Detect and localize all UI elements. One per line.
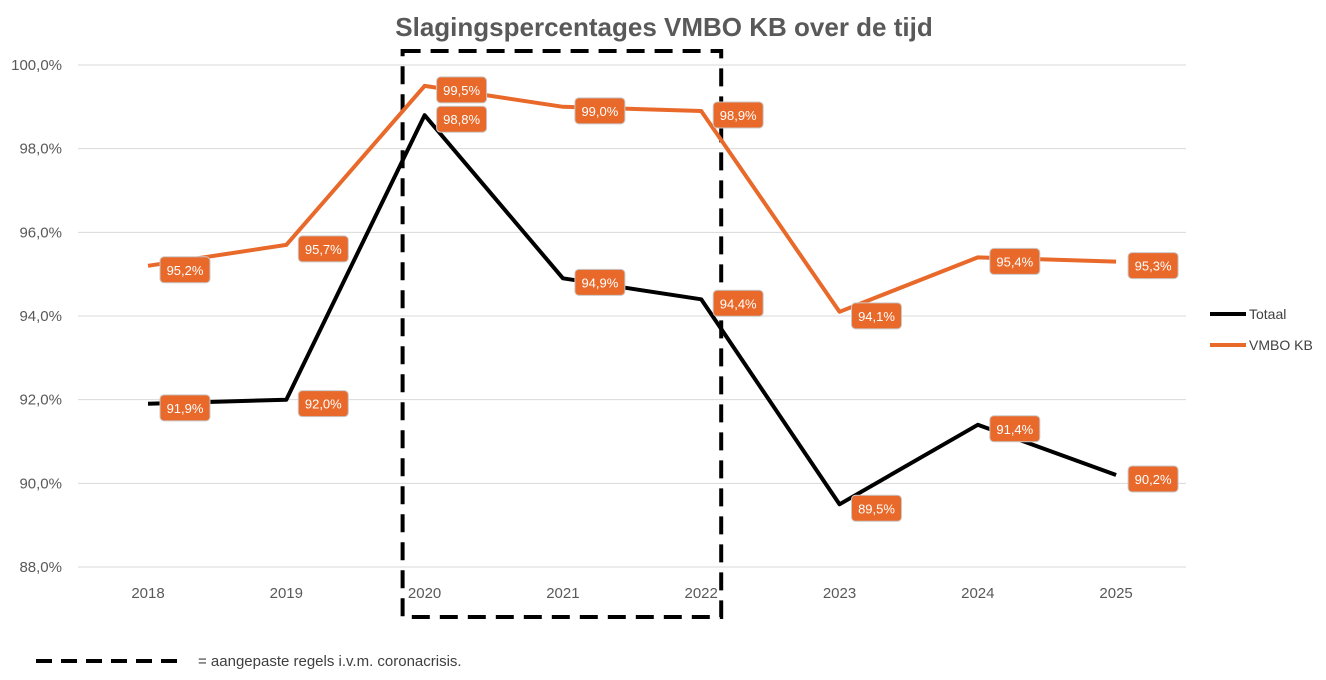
- data-label-box: [1127, 465, 1179, 493]
- y-tick-label: 92,0%: [19, 392, 62, 409]
- data-label: 99,0%: [574, 97, 626, 125]
- data-label-box: [989, 247, 1041, 275]
- x-tick-label: 2020: [408, 585, 441, 602]
- y-tick-label: 88,0%: [19, 559, 62, 576]
- x-tick-label: 2025: [1099, 585, 1132, 602]
- data-label-box: [297, 390, 349, 418]
- data-label-box: [574, 268, 626, 296]
- y-tick-label: 100,0%: [11, 57, 62, 74]
- data-label-text: 98,8%: [443, 112, 480, 127]
- y-tick-label: 90,0%: [19, 475, 62, 492]
- data-label-box: [159, 394, 211, 422]
- data-label-text: 94,9%: [581, 275, 618, 290]
- data-label: 91,4%: [989, 415, 1041, 443]
- data-label: 98,8%: [436, 105, 488, 133]
- data-label-box: [159, 256, 211, 284]
- data-label-text: 99,5%: [443, 83, 480, 98]
- legend-label: Totaal: [1249, 306, 1286, 322]
- highlight-region: [400, 49, 724, 619]
- data-label-box: [851, 494, 902, 522]
- x-tick-label: 2023: [823, 585, 856, 602]
- x-tick-label: 2024: [961, 585, 994, 602]
- highlight-note: = aangepaste regels i.v.m. coronacrisis.: [36, 653, 462, 670]
- data-label: 94,4%: [712, 289, 764, 317]
- data-label-box: [712, 101, 764, 129]
- legend: Totaal VMBO KB: [1210, 306, 1313, 353]
- data-label-text: 99,0%: [581, 104, 618, 119]
- data-label: 90,2%: [1127, 465, 1179, 493]
- y-axis-ticks: 88,0% 90,0% 92,0% 94,0% 96,0% 98,0% 100,0%: [11, 57, 62, 576]
- series-line-vmbo-kb: [147, 83, 1117, 314]
- data-label: 95,2%: [159, 256, 211, 284]
- data-label-text: 91,9%: [167, 401, 204, 416]
- data-label-box: [574, 97, 626, 125]
- note-text: = aangepaste regels i.v.m. coronacrisis.: [198, 653, 462, 670]
- data-label: 99,5%: [436, 76, 488, 104]
- data-label-text: 95,4%: [996, 254, 1033, 269]
- data-label: 92,0%: [297, 390, 349, 418]
- data-label-box: [989, 415, 1041, 443]
- data-label-text: 95,3%: [1135, 259, 1172, 274]
- data-label: 95,7%: [297, 235, 349, 263]
- x-tick-label: 2019: [270, 585, 303, 602]
- y-tick-label: 98,0%: [19, 141, 62, 158]
- series-lines: [147, 83, 1117, 507]
- data-label-text: 92,0%: [305, 397, 342, 412]
- data-label: 94,9%: [574, 268, 626, 296]
- highlight-box: [400, 49, 724, 619]
- data-label-box: [436, 105, 488, 133]
- y-tick-label: 96,0%: [19, 224, 62, 241]
- data-label-box: [1127, 252, 1179, 280]
- data-label: 94,1%: [851, 302, 902, 330]
- data-label-box: [712, 289, 764, 317]
- gridlines: [78, 64, 1186, 568]
- data-label-text: 91,4%: [996, 422, 1033, 437]
- data-label-text: 95,2%: [167, 263, 204, 278]
- legend-label: VMBO KB: [1249, 337, 1313, 353]
- data-label: 89,5%: [851, 494, 902, 522]
- x-axis-ticks: 2018 2019 2020 2021 2022 2023 2024 2025: [131, 585, 1132, 602]
- data-label-text: 90,2%: [1135, 472, 1172, 487]
- chart-title: Slagingspercentages VMBO KB over de tijd: [395, 12, 932, 42]
- data-label-box: [851, 302, 902, 330]
- data-label: 95,3%: [1127, 252, 1179, 280]
- x-tick-label: 2018: [131, 585, 164, 602]
- data-label-box: [436, 76, 488, 104]
- series-line-totaal: [147, 113, 1117, 507]
- x-tick-label: 2021: [546, 585, 579, 602]
- y-tick-label: 94,0%: [19, 308, 62, 325]
- data-label-text: 95,7%: [305, 242, 342, 257]
- data-label: 98,9%: [712, 101, 764, 129]
- data-label-text: 89,5%: [858, 501, 895, 516]
- x-tick-label: 2022: [685, 585, 718, 602]
- data-label-text: 94,4%: [720, 296, 757, 311]
- data-label-box: [297, 235, 349, 263]
- data-label-text: 98,9%: [720, 108, 757, 123]
- data-label: 91,9%: [159, 394, 211, 422]
- data-label: 95,4%: [989, 247, 1041, 275]
- data-label-text: 94,1%: [858, 309, 895, 324]
- data-labels: 91,9% 92,0% 98,8% 94,9% 94,4% 89,5% 91,4% 90,2%…: [159, 76, 1179, 522]
